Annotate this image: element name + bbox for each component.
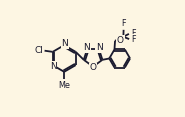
Text: N: N [61,39,68,48]
Text: F: F [122,19,126,28]
Text: O: O [117,36,124,45]
Text: F: F [131,29,135,38]
Text: Me: Me [58,81,70,90]
Text: F: F [131,35,135,44]
Text: O: O [90,64,97,72]
Text: N: N [83,43,90,52]
Text: N: N [50,62,57,71]
Text: Cl: Cl [35,46,44,55]
Text: N: N [96,43,103,52]
